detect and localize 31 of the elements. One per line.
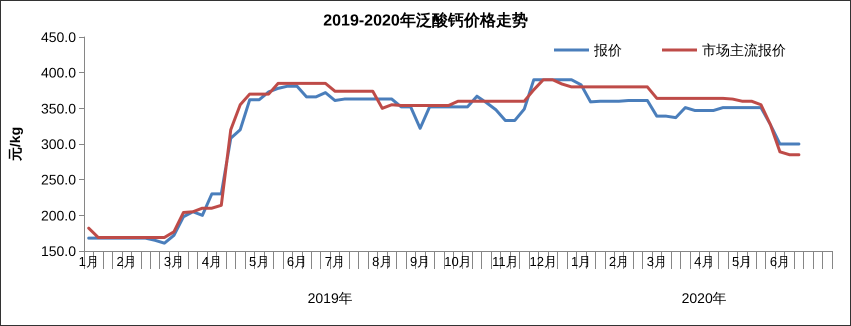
y-tick-label: 450.0 <box>40 29 76 45</box>
y-axis-title: 元/kg <box>7 126 23 162</box>
y-tick-label: 400.0 <box>40 64 76 81</box>
legend-label: 报价 <box>593 42 622 58</box>
x-tick-label: 1月 <box>570 254 592 269</box>
x-tick-label: 12月 <box>529 254 557 269</box>
x-tick-label: 5月 <box>249 254 270 269</box>
y-tick-label: 250.0 <box>40 172 76 188</box>
text: 2020年 <box>682 290 727 306</box>
x-tick-label: 6月 <box>286 254 308 269</box>
y-tick-label: 150.0 <box>40 243 76 259</box>
x-tick-label: 7月 <box>324 254 346 269</box>
x-tick-label: 8月 <box>372 254 392 269</box>
y-tick-label: 300.0 <box>40 136 76 152</box>
x-tick-label: 10月 <box>444 254 472 269</box>
x-tick-label: 9月 <box>410 254 430 269</box>
x-tick-label: 4月 <box>694 254 714 269</box>
y-tick-label: 200.0 <box>40 207 76 224</box>
x-tick-label: 2月 <box>116 254 137 269</box>
x-tick-label: 11月 <box>492 254 519 269</box>
x-tick-label: 5月 <box>732 254 752 269</box>
x-tick-label: 6月 <box>770 254 790 269</box>
x-tick-label: 1月 <box>78 254 99 269</box>
x-tick-label: 2月 <box>608 254 630 269</box>
y-tick-label: 350.0 <box>40 100 76 116</box>
x-tick-label: 3月 <box>164 254 184 269</box>
x-tick-label: 4月 <box>202 254 222 269</box>
chart-title: 2019-2020年泛酸钙价格走势 <box>323 12 528 30</box>
legend-label: 市场主流报价 <box>702 42 786 58</box>
text: 2019年 <box>308 290 353 306</box>
x-tick-label: 3月 <box>646 254 667 269</box>
